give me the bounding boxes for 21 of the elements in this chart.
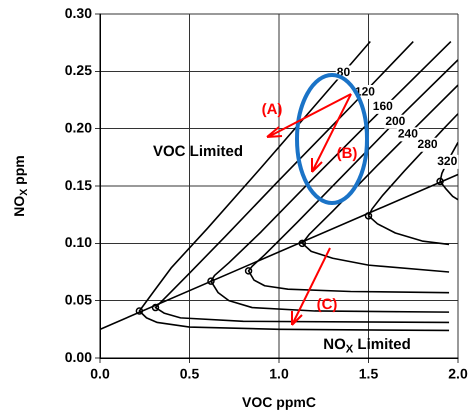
y-tick-label: 0.00 bbox=[64, 348, 92, 365]
y-tick-label: 0.20 bbox=[64, 120, 92, 136]
x-axis-title: VOC ppmC bbox=[242, 394, 316, 410]
y-tick-label: 0.10 bbox=[64, 234, 92, 250]
annotation: 280 bbox=[418, 137, 438, 152]
y-tick-label: 0.15 bbox=[64, 176, 92, 193]
annotation: 160 bbox=[372, 99, 394, 114]
x-tick-label: 1.5 bbox=[358, 365, 378, 382]
annotation: (C) bbox=[316, 296, 338, 314]
x-tick-label: 2.0 bbox=[448, 365, 468, 382]
y-tick-label: 0.05 bbox=[64, 292, 92, 308]
y-axis-title: NOX ppm bbox=[10, 155, 30, 217]
annotation: VOC Limited bbox=[152, 143, 244, 160]
y-tick-label: 0.30 bbox=[64, 4, 92, 21]
annotation: 240 bbox=[398, 126, 418, 141]
x-tick-label: 0.5 bbox=[180, 365, 200, 382]
annotation: 200 bbox=[385, 114, 406, 128]
y-tick-label: 0.25 bbox=[64, 62, 92, 78]
x-tick-label: 0.0 bbox=[90, 365, 110, 382]
annotation: (B) bbox=[336, 145, 358, 162]
x-tick-label: 1.0 bbox=[269, 365, 289, 382]
